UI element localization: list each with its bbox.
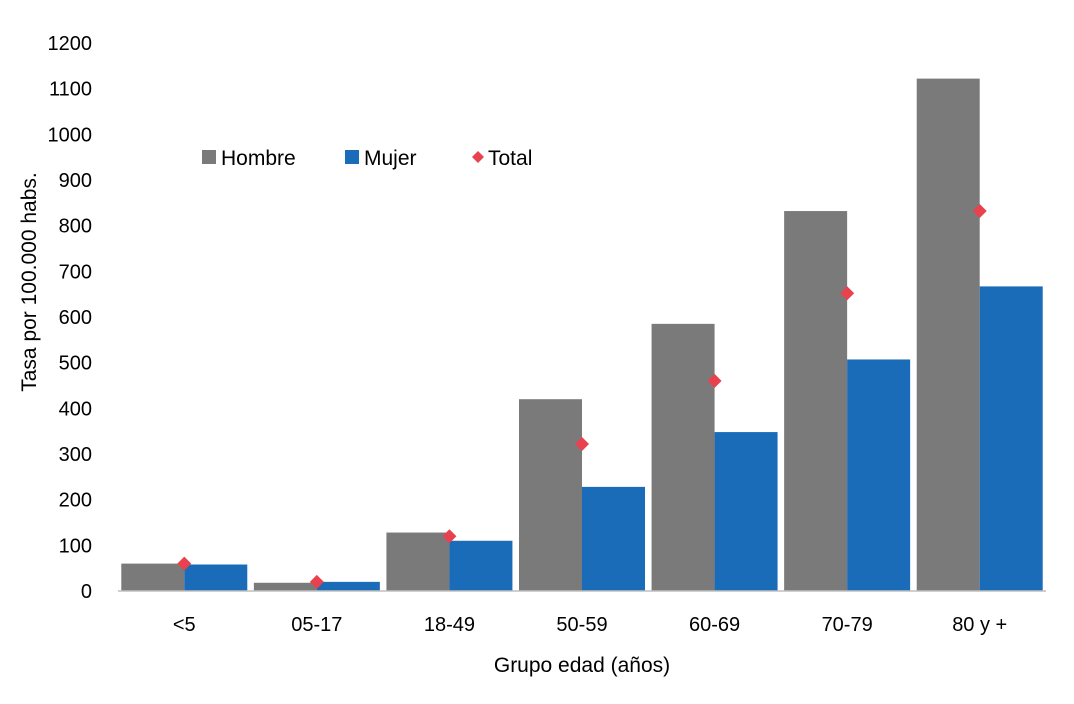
bar-mujer xyxy=(184,564,248,591)
x-axis-title: Grupo edad (años) xyxy=(494,654,670,677)
y-tick-label: 100 xyxy=(59,535,92,557)
bar-hombre xyxy=(519,399,582,591)
y-tick-label: 700 xyxy=(59,261,92,283)
y-tick-label: 1000 xyxy=(48,124,93,146)
legend-label-mujer: Mujer xyxy=(364,147,417,170)
y-axis-title: Tasa por 100.000 habs. xyxy=(18,172,41,392)
legend-label-hombre: Hombre xyxy=(221,147,296,170)
bar-mujer xyxy=(847,359,911,591)
x-tick-label: 05-17 xyxy=(291,614,342,636)
bar-hombre xyxy=(784,211,848,591)
legend-swatch-mujer xyxy=(345,150,359,164)
marker-total xyxy=(840,286,855,301)
y-tick-label: 1100 xyxy=(49,79,92,101)
marker-total xyxy=(575,436,589,451)
bar-mujer xyxy=(316,581,380,591)
bar-mujer xyxy=(714,432,778,591)
legend-label-total: Total xyxy=(488,147,532,170)
marker-total xyxy=(442,529,457,544)
legend: Hombre Mujer Total xyxy=(202,147,532,170)
y-tick-label: 800 xyxy=(59,216,92,238)
y-tick-label: 500 xyxy=(59,353,92,375)
y-tick-label: 400 xyxy=(59,398,92,420)
y-tick-label: 1200 xyxy=(48,33,93,55)
x-tick-label: 18-49 xyxy=(424,614,475,636)
marker-total xyxy=(972,204,987,219)
y-tick-label: 600 xyxy=(59,307,92,329)
bar-mujer xyxy=(979,286,1043,591)
bar-mujer xyxy=(582,486,645,591)
marker-total xyxy=(309,574,324,589)
marker-total xyxy=(177,556,192,571)
total-markers xyxy=(177,204,987,589)
marker-total xyxy=(707,373,722,388)
bar-hombre xyxy=(121,563,185,591)
x-axis-tick-labels: <5 05-17 18-49 50-59 60-69 70-79 80 y + xyxy=(173,614,1007,636)
legend-swatch-hombre xyxy=(202,150,216,164)
bar-hombre xyxy=(386,532,450,591)
bars xyxy=(121,78,1043,592)
legend-swatch-total xyxy=(472,151,484,163)
x-tick-label: <5 xyxy=(173,614,196,636)
y-tick-label: 200 xyxy=(59,490,92,512)
y-tick-label: 0 xyxy=(81,581,92,603)
bar-hombre xyxy=(253,582,317,591)
y-tick-label: 300 xyxy=(59,444,92,466)
bar-hombre xyxy=(651,323,715,591)
y-axis-ticks: 0 100 200 300 400 500 600 700 800 900 1000 1100 1200 xyxy=(48,33,93,603)
x-tick-label: 80 y + xyxy=(952,614,1007,636)
x-tick-label: 60-69 xyxy=(689,614,740,636)
x-tick-label: 50-59 xyxy=(556,614,607,636)
bar-hombre xyxy=(916,78,980,592)
y-tick-label: 900 xyxy=(59,170,92,192)
bar-mujer xyxy=(449,540,513,591)
x-tick-label: 70-79 xyxy=(822,614,873,636)
